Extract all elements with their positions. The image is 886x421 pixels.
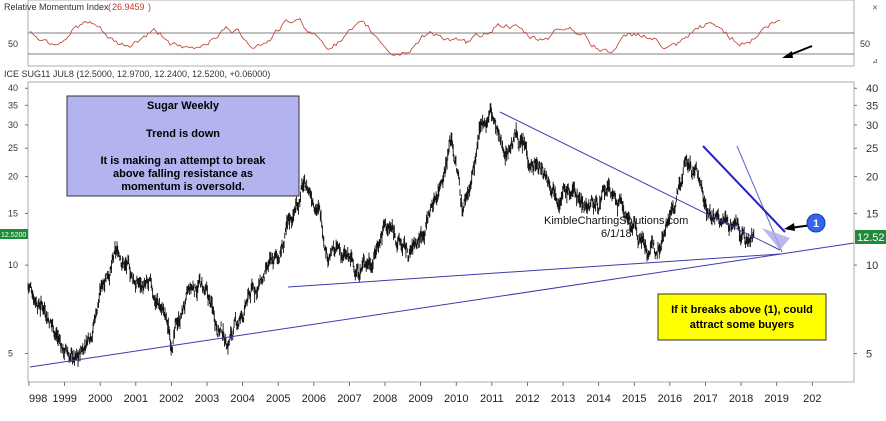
box2-line2: attract some buyers [690, 319, 795, 331]
marker-label: 1 [813, 218, 819, 230]
rsi-tick-right: 50 [860, 39, 870, 49]
y-tick-label-right: 20 [866, 172, 878, 184]
box1-line3: It is making an attempt to break [100, 155, 266, 167]
long-term-support-line [29, 242, 855, 368]
rsi-panel-close-icon: ✕ [872, 5, 878, 12]
rsi-close-paren: ) [148, 2, 151, 12]
x-tick-label: 2017 [693, 393, 717, 405]
y-tick-label-left: 25 [8, 143, 18, 153]
x-tick-label: 2016 [658, 393, 682, 405]
x-tick-label: 2008 [373, 393, 397, 405]
rsi-arrow-head [782, 51, 793, 58]
rsi-title: Relative Momentum Index [4, 2, 109, 12]
rsi-arrow [782, 45, 813, 58]
y-tick-label-left: 15 [8, 208, 18, 218]
annotation-box-trend-bg [66, 95, 300, 197]
y-tick-label-right: 35 [866, 100, 878, 112]
box1-line5: momentum is oversold. [121, 181, 244, 193]
x-tick-label: 2003 [195, 393, 219, 405]
x-tick-label: 2007 [337, 393, 361, 405]
y-axis-right: 40 35 30 25 20 15 10 5 [854, 83, 878, 361]
last-price-left-text: 12.5200 [1, 232, 26, 239]
x-tick-label: 1999 [52, 393, 76, 405]
x-tick-label: 2013 [551, 393, 575, 405]
x-tick-label: 2014 [586, 393, 610, 405]
x-tick-label: 202 [803, 393, 821, 405]
marker-1: 1 [784, 213, 826, 233]
box1-title: Sugar Weekly [147, 100, 220, 112]
y-tick-label-left: 20 [8, 172, 18, 182]
rsi-line [29, 18, 781, 56]
rsi-axis-marks: ✕ ⊿ [872, 5, 878, 65]
x-tick-label: 998 [29, 393, 47, 405]
x-tick-label: 2015 [622, 393, 646, 405]
watermark: KimbleChartingSolutions.com [544, 215, 688, 227]
x-tick-label: 2006 [302, 393, 326, 405]
annotation-box-trend: Sugar Weekly Trend is down It is making … [66, 95, 300, 197]
y-tick-label-right: 25 [866, 143, 878, 155]
last-price-left-badge [0, 229, 28, 239]
y-tick-label-left: 40 [8, 83, 18, 93]
y-tick-label-left: 5 [8, 349, 13, 359]
falling-resistance-line [499, 111, 781, 251]
x-tick-label: 2001 [124, 393, 148, 405]
x-tick-label: 2009 [408, 393, 432, 405]
annotation-box-buyers-bg [657, 293, 827, 341]
wedge-highlight [762, 228, 790, 250]
x-tick-label: 2012 [515, 393, 539, 405]
y-tick-label-left: 10 [8, 260, 18, 270]
x-tick-label: 2005 [266, 393, 290, 405]
last-price-right-text: 12.52 [857, 232, 885, 244]
box1-line2: Trend is down [146, 128, 220, 140]
support-line-2005 [287, 253, 781, 288]
rsi-tick-left: 50 [8, 39, 18, 49]
x-tick-label: 2010 [444, 393, 468, 405]
x-tick-label: 2004 [230, 393, 254, 405]
marker-circle [806, 213, 826, 233]
x-tick-label: 2000 [88, 393, 112, 405]
x-tick-label: 2019 [764, 393, 788, 405]
last-price-right: 12.52 [855, 230, 886, 244]
x-tick-label: 2011 [480, 393, 504, 405]
x-tick-label: 2018 [729, 393, 753, 405]
marker-arrow-head [784, 223, 795, 231]
y-tick-label-right: 10 [866, 260, 878, 272]
last-price-left: 12.5200 [0, 229, 28, 239]
rsi-panel-resize-icon: ⊿ [872, 58, 878, 65]
box2-line1: If it breaks above (1), could [671, 304, 813, 316]
rsi-value: 26.9459 [112, 2, 145, 12]
y-tick-label-left: 30 [8, 120, 18, 130]
y-tick-label-right: 15 [866, 208, 878, 220]
short-term-resistance-line [702, 145, 786, 233]
last-price-right-badge [855, 230, 886, 244]
annotation-box-buyers: If it breaks above (1), could attract so… [657, 293, 827, 341]
y-axis-left: 40 35 30 25 20 15 10 5 [8, 83, 28, 359]
y-tick-label-right: 5 [866, 349, 872, 361]
x-tick-label: 2002 [159, 393, 183, 405]
price-title: ICE SUG11 JUL8 (12.5000, 12.9700, 12.240… [4, 69, 270, 79]
price-bars [27, 102, 755, 367]
y-tick-label-right: 40 [866, 83, 878, 95]
rsi-open-paren: ( [108, 2, 111, 12]
y-tick-label-right: 30 [866, 120, 878, 132]
watermark-date: 6/1/18 [601, 228, 632, 240]
box1-line4: above falling resistance as [113, 168, 253, 180]
x-axis: 998 1999 2000 2001 2002 2003 2004 2005 2006 2007 2… [28, 382, 821, 405]
y-tick-label-left: 35 [8, 100, 18, 110]
